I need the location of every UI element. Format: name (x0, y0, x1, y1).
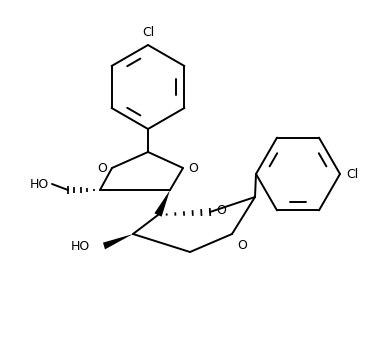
Text: O: O (188, 161, 198, 174)
Text: O: O (97, 161, 107, 174)
Text: Cl: Cl (142, 26, 154, 39)
Text: HO: HO (30, 177, 49, 190)
Text: HO: HO (71, 239, 90, 252)
Polygon shape (103, 234, 133, 249)
Text: Cl: Cl (346, 168, 358, 181)
Text: O: O (237, 239, 247, 252)
Text: O: O (216, 205, 226, 218)
Polygon shape (154, 190, 170, 217)
